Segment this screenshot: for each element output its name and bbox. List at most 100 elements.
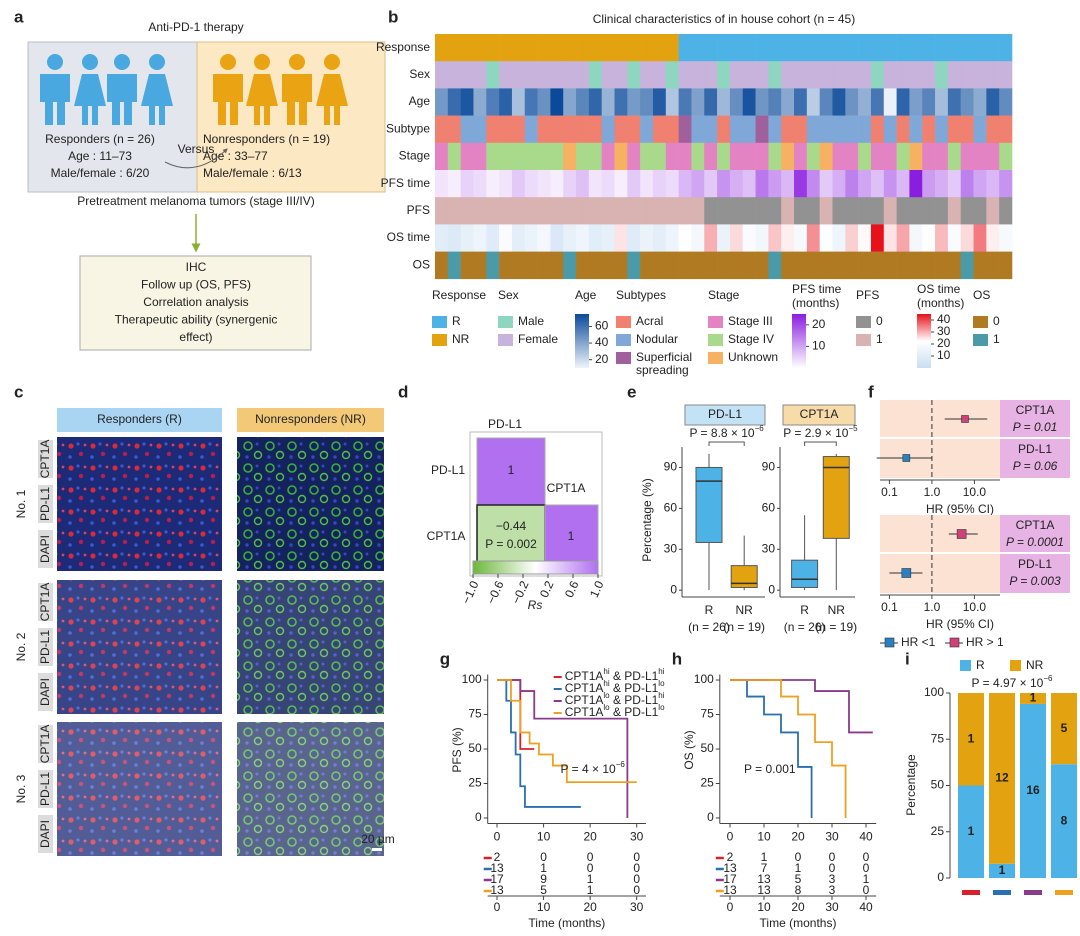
forest-p: P = 0.06 — [1013, 459, 1058, 473]
group-chip — [993, 890, 1011, 895]
stain-tag — [38, 725, 53, 763]
heatmap-cell — [794, 197, 808, 225]
survival-curve — [497, 679, 581, 808]
stain-tag — [38, 770, 53, 808]
text-part: & PD-L1 — [610, 669, 659, 683]
text-part: CPT1A — [565, 693, 604, 707]
heatmap-cell — [883, 61, 897, 89]
legend-title: Response — [432, 288, 486, 302]
heatmap-cell — [755, 88, 769, 116]
heatmap-cell — [486, 142, 500, 171]
text-part: & PD-L1 — [610, 681, 659, 695]
column-header-text: Nonresponders (NR) — [255, 412, 366, 426]
heatmap-cell — [794, 88, 808, 116]
heatmap-cell — [665, 61, 679, 89]
legend-item: spreading — [636, 363, 689, 377]
heatmap-cell — [665, 34, 679, 62]
heatmap-cell — [652, 142, 667, 171]
heatmap-cell — [447, 142, 461, 171]
risk-number: 13 — [490, 861, 504, 875]
person-body — [141, 74, 173, 125]
heatmap-cell — [999, 61, 1013, 89]
heatmap-cell — [717, 170, 731, 198]
count-label: 12 — [995, 771, 1009, 785]
legend-item: NR — [452, 332, 470, 346]
heatmap-cell — [665, 88, 679, 116]
heatmap-cell — [781, 224, 795, 252]
heatmap-cell — [742, 34, 756, 62]
heatmap-cell — [486, 61, 500, 89]
heatmap-cell — [588, 88, 602, 116]
person-body — [316, 74, 348, 125]
heatmap-cell — [986, 61, 1000, 89]
colorbar-tick-label: 10 — [937, 348, 951, 362]
superscript: lo — [603, 703, 610, 712]
text-part: & PD-L1 — [610, 693, 659, 707]
heatmap-cell — [806, 115, 820, 144]
matrix-frame — [469, 431, 603, 577]
heatmap-cell — [640, 88, 654, 116]
heatmap-cell — [614, 34, 628, 62]
survival-curve — [730, 679, 873, 734]
heatmap-cell — [729, 197, 744, 225]
heatmap-cell — [704, 170, 718, 198]
x-tick-label: 10.0 — [963, 485, 987, 499]
heatmap-cell — [563, 224, 577, 252]
heatmap-cell — [742, 197, 756, 225]
heatmap-cell — [973, 115, 987, 144]
y-tick-label: 50 — [700, 741, 714, 755]
risk-number: 5 — [795, 872, 802, 886]
heatmap-cell — [973, 197, 987, 225]
stain-tag — [38, 530, 53, 568]
group-chip — [962, 890, 980, 895]
heatmap-cell — [742, 115, 756, 144]
heatmap-cell — [511, 197, 526, 225]
survival-curve — [497, 679, 637, 784]
heatmap-cell — [986, 197, 1000, 225]
heatmap-cell — [870, 224, 885, 252]
heatmap-cell — [883, 197, 897, 225]
heatmap-cell — [768, 224, 782, 252]
bar-segment — [1020, 693, 1046, 704]
heatmap-cell — [986, 251, 1000, 280]
superscript: hi — [658, 667, 664, 676]
heatmap-cell — [755, 224, 769, 252]
risk-number: 0 — [829, 850, 836, 864]
heatmap-cell — [563, 115, 577, 144]
heatmap-cell — [524, 115, 538, 144]
heatmap-cell — [883, 115, 897, 144]
heatmap-cell — [576, 142, 590, 171]
heatmap-cell — [768, 251, 782, 280]
heatmap-cell — [845, 251, 859, 280]
heatmap-cell — [845, 197, 859, 225]
risk-number: 1 — [795, 861, 802, 875]
y-tick-label: 75 — [700, 707, 714, 721]
heatmap-cell — [781, 115, 795, 144]
hazard-ratio — [961, 415, 969, 423]
heatmap-cell — [794, 34, 808, 62]
heatmap-cell — [922, 197, 936, 225]
heatmap-cell — [858, 197, 872, 225]
heatmap-cell — [986, 170, 1000, 198]
heatmap-cell — [460, 142, 474, 171]
heatmap-cell — [499, 34, 513, 62]
heatmap-cell — [819, 251, 833, 280]
x-tick-label: 20 — [583, 830, 597, 844]
legend-swatch — [960, 660, 971, 671]
heatmap-cell — [832, 34, 846, 62]
group-n: (n = 19) — [815, 620, 857, 634]
x-tick-label: 0.1 — [881, 485, 898, 499]
heatmap-cell — [511, 224, 526, 252]
row-label: OS — [413, 257, 430, 271]
heatmap-cell — [627, 197, 641, 225]
heatmap-cell — [563, 197, 577, 225]
heatmap-cell — [678, 170, 692, 198]
heatmap-cell — [922, 34, 936, 62]
heatmap-cell — [511, 61, 526, 89]
stain-label: DAPI — [38, 678, 52, 706]
group-text: Nonresponders (n = 19) — [203, 132, 330, 146]
heatmap-cell — [909, 197, 923, 225]
bar-segment — [958, 693, 984, 786]
heatmap-cell — [486, 197, 500, 225]
heatmap-cell — [691, 34, 705, 62]
